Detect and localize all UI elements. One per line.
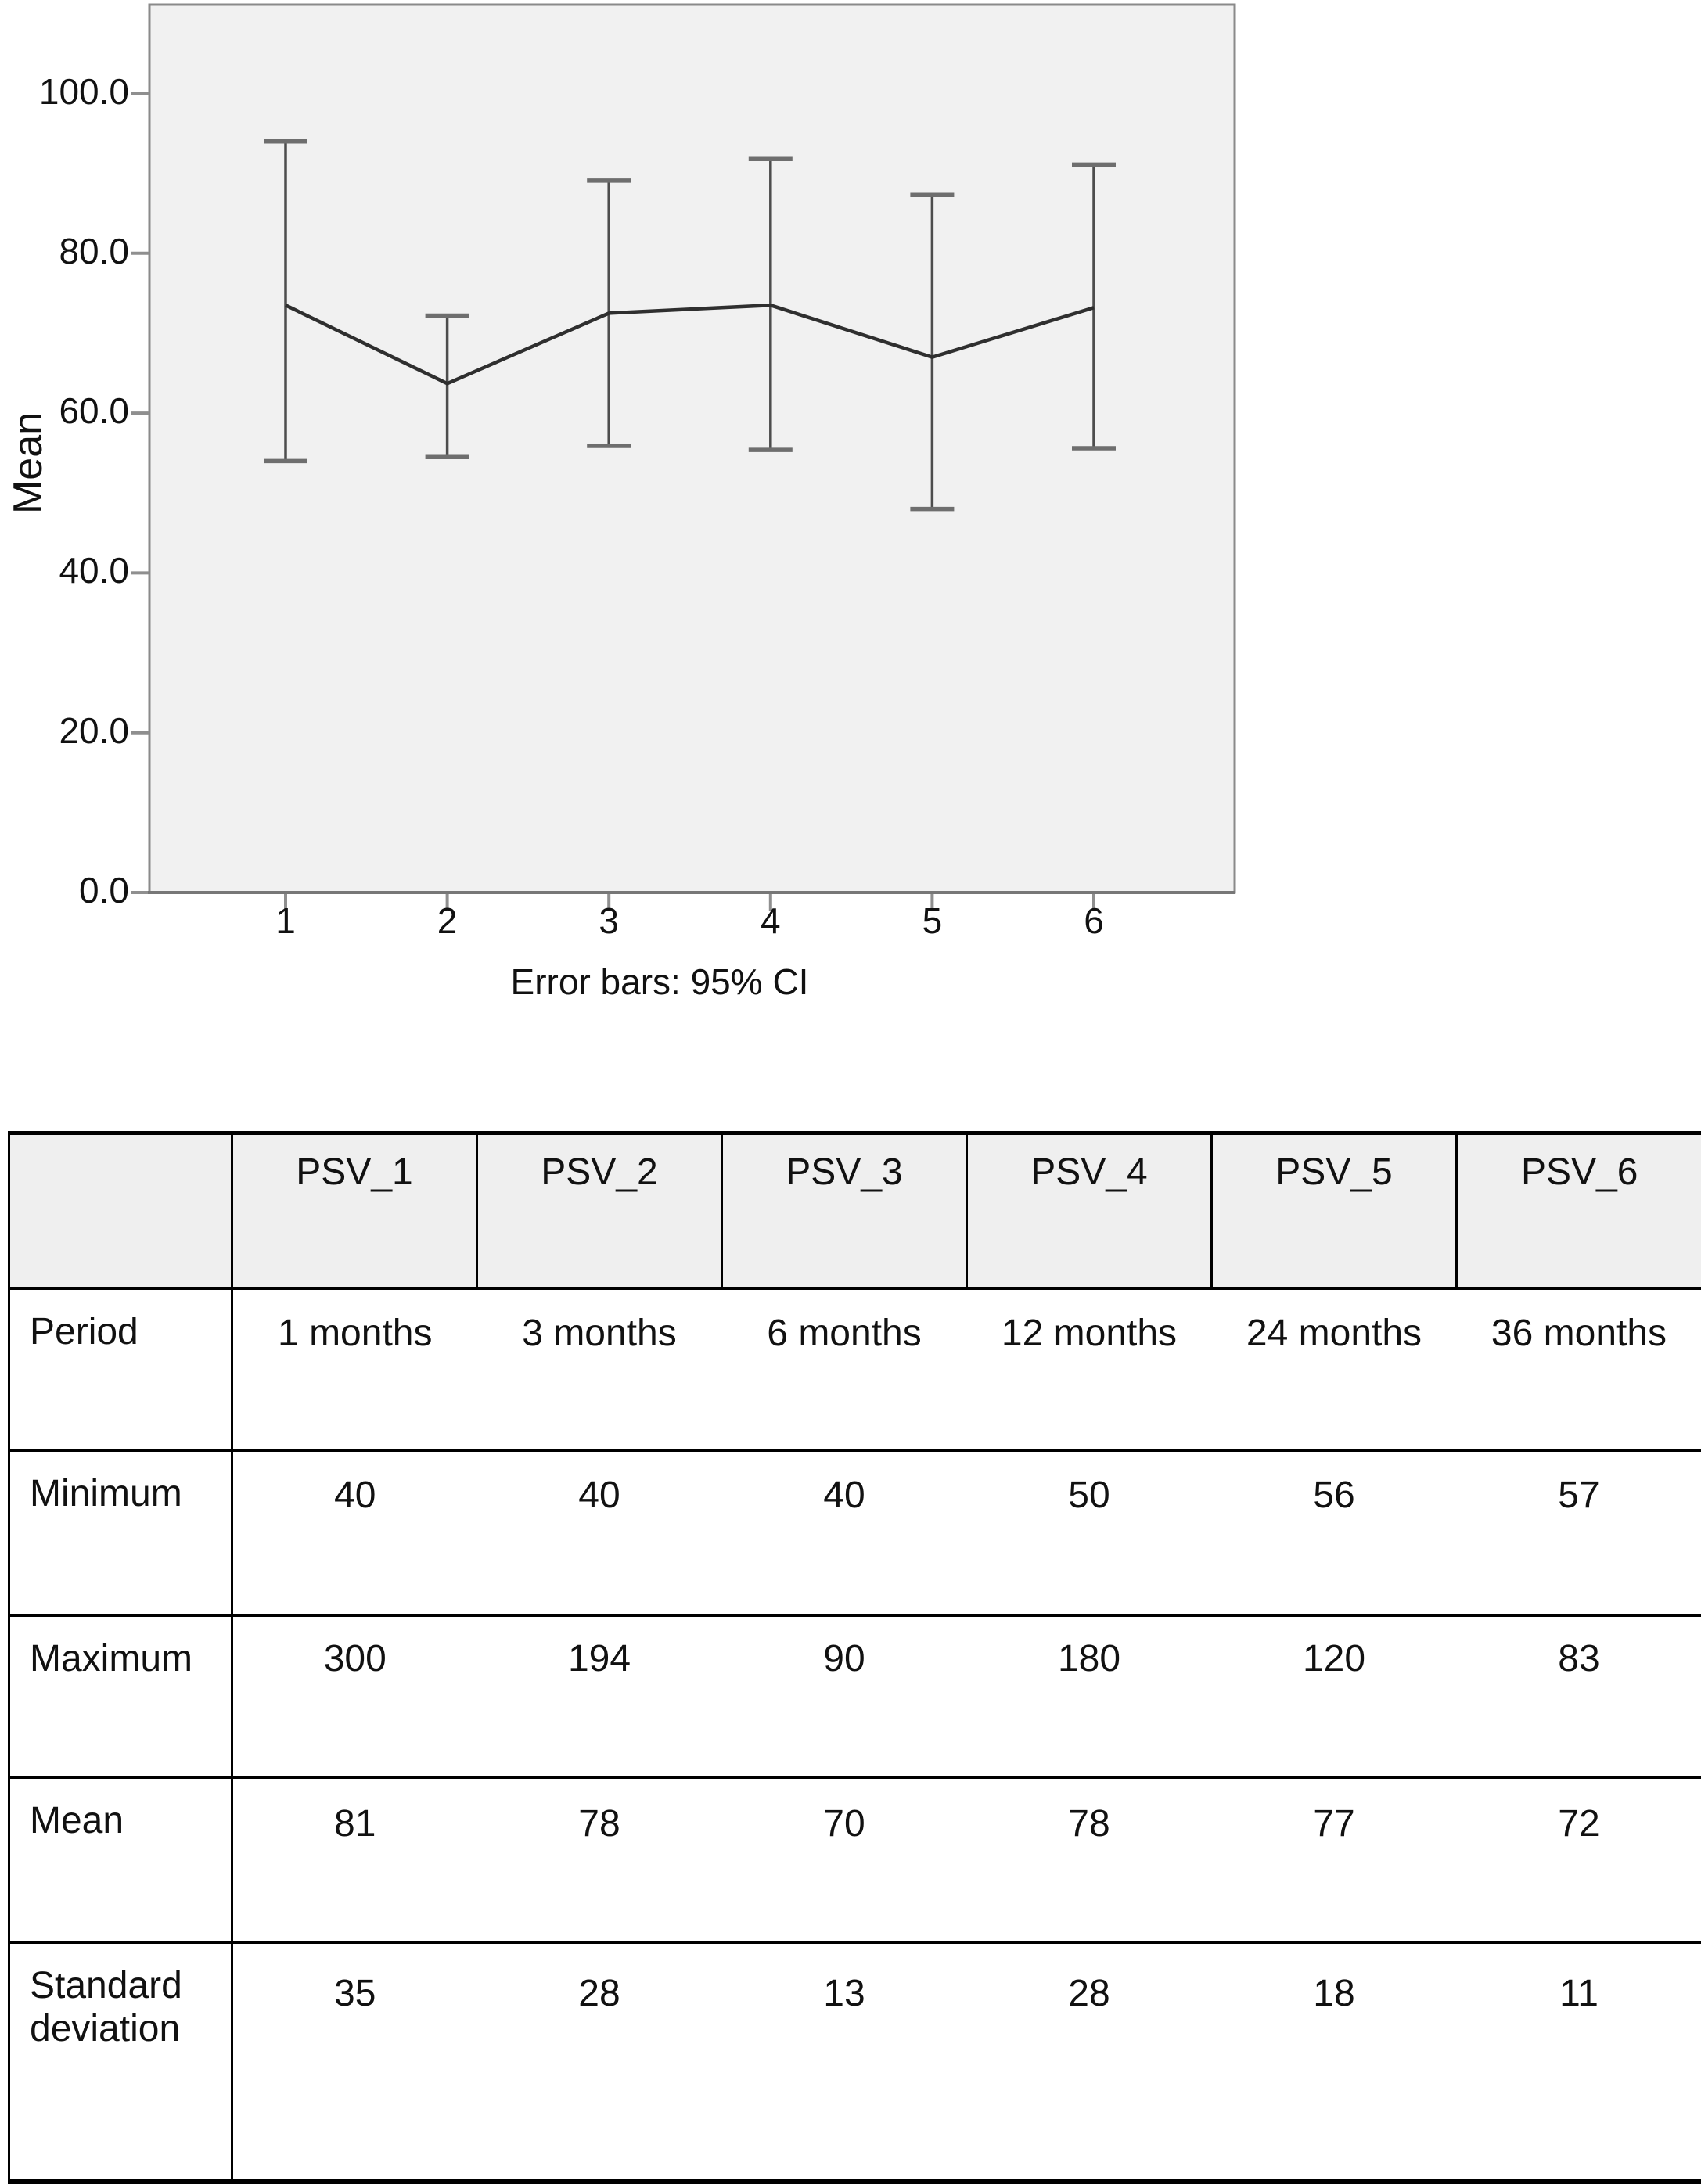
x-axis-tick-label: 2 [393, 900, 502, 942]
table-cell: 120 [1212, 1615, 1457, 1777]
table-cell: 1 months [232, 1288, 477, 1450]
y-axis-tick-label: 20.0 [0, 709, 129, 752]
table-cell: 81 [232, 1777, 477, 1942]
row-label: Maximum [9, 1615, 232, 1777]
figure-page: { "chart": { "y_axis_title": "Mean", "ca… [0, 0, 1701, 2057]
x-axis-tick-label: 5 [877, 900, 987, 942]
table-cell: 78 [477, 1777, 722, 1942]
table-row-minimum: Minimum 40 40 40 50 56 57 [9, 1450, 1701, 1615]
table-cell: 35 [232, 1942, 477, 2182]
row-label: Minimum [9, 1450, 232, 1615]
table-cell: 11 [1457, 1942, 1701, 2182]
table-cell: 40 [232, 1450, 477, 1615]
header-cell-psv6: PSV_6 [1457, 1133, 1701, 1289]
table-cell: 24 months [1212, 1288, 1457, 1450]
table-cell: 6 months [722, 1288, 967, 1450]
chart-caption: Error bars: 95% CI [268, 961, 1051, 1003]
header-cell-psv2: PSV_2 [477, 1133, 722, 1289]
y-axis-tick-label: 80.0 [0, 230, 129, 272]
table-cell: 28 [967, 1942, 1212, 2182]
table-cell: 180 [967, 1615, 1212, 1777]
header-cell-psv5: PSV_5 [1212, 1133, 1457, 1289]
y-axis-tick-label: 100.0 [0, 70, 129, 113]
y-axis-tick-label: 0.0 [0, 869, 129, 911]
table-cell: 56 [1212, 1450, 1457, 1615]
header-cell-psv3: PSV_3 [722, 1133, 967, 1289]
table-cell: 3 months [477, 1288, 722, 1450]
table-cell: 90 [722, 1615, 967, 1777]
y-axis-tick-label: 60.0 [0, 390, 129, 432]
y-axis-tick-label: 40.0 [0, 549, 129, 591]
table-row-period: Period 1 months 3 months 6 months 12 mon… [9, 1288, 1701, 1450]
x-axis-tick-label: 6 [1039, 900, 1149, 942]
table-cell: 50 [967, 1450, 1212, 1615]
table-cell: 77 [1212, 1777, 1457, 1942]
table-cell: 70 [722, 1777, 967, 1942]
x-axis-tick-label: 3 [554, 900, 663, 942]
header-cell-psv1: PSV_1 [232, 1133, 477, 1289]
table-cell: 78 [967, 1777, 1212, 1942]
table-cell: 18 [1212, 1942, 1457, 2182]
table-cell: 300 [232, 1615, 477, 1777]
row-label: Period [9, 1288, 232, 1450]
header-cell-psv4: PSV_4 [967, 1133, 1212, 1289]
table-cell: 40 [722, 1450, 967, 1615]
table-cell: 36 months [1457, 1288, 1701, 1450]
summary-statistics-table: PSV_1 PSV_2 PSV_3 PSV_4 PSV_5 PSV_6 Peri… [8, 1131, 1701, 2184]
table-cell: 12 months [967, 1288, 1212, 1450]
table-row-standard-deviation: Standard deviation 35 28 13 28 18 11 [9, 1942, 1701, 2182]
row-label: Mean [9, 1777, 232, 1942]
x-axis-tick-label: 4 [716, 900, 825, 942]
x-axis-tick-label: 1 [231, 900, 340, 942]
row-label: Standard deviation [9, 1942, 232, 2182]
chart-canvas [0, 0, 1701, 1040]
table-cell: 28 [477, 1942, 722, 2182]
plot-area [149, 5, 1235, 893]
table-cell: 40 [477, 1450, 722, 1615]
table-cell: 83 [1457, 1615, 1701, 1777]
table-cell: 57 [1457, 1450, 1701, 1615]
table-row-mean: Mean 81 78 70 78 77 72 [9, 1777, 1701, 1942]
table-cell: 72 [1457, 1777, 1701, 1942]
table-cell: 194 [477, 1615, 722, 1777]
table-header-row: PSV_1 PSV_2 PSV_3 PSV_4 PSV_5 PSV_6 [9, 1133, 1701, 1289]
table-row-maximum: Maximum 300 194 90 180 120 83 [9, 1615, 1701, 1777]
header-cell-empty [9, 1133, 232, 1289]
table-cell: 13 [722, 1942, 967, 2182]
